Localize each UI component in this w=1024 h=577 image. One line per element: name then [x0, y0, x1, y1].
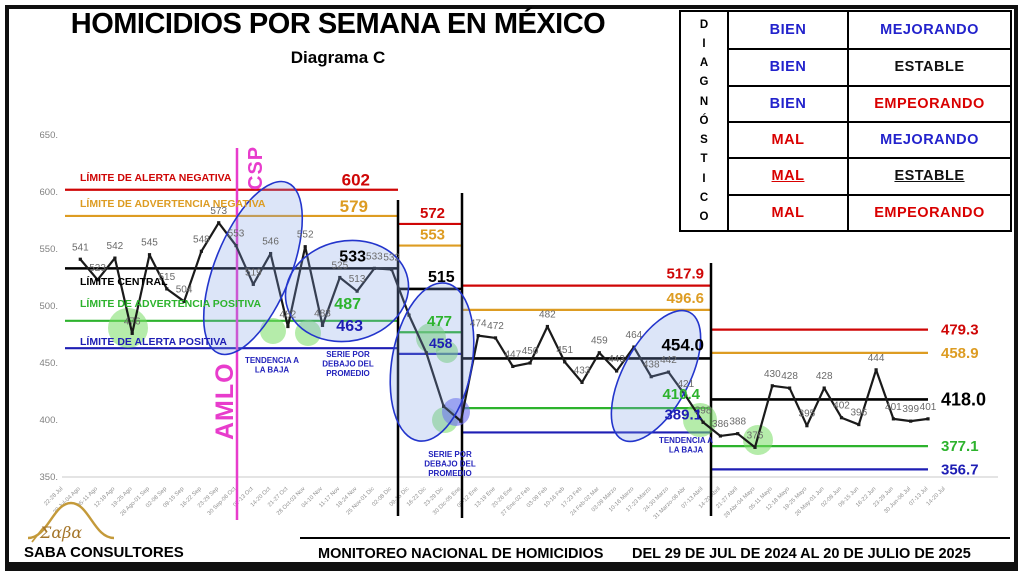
chart-subtitle: Diagrama C — [290, 48, 386, 67]
diagnostico-tendencia-6: EMPEORANDO — [847, 193, 1010, 230]
diagnostico-tendencia-2: ESTABLE — [847, 48, 1010, 85]
diagnostico-estado-6: MAL — [727, 193, 847, 230]
bell-curve-logo-icon: Σαβα — [27, 501, 115, 543]
diagnostico-estado-4: MAL — [727, 120, 847, 158]
svg-text:Σαβα: Σαβα — [39, 523, 82, 542]
diagnostico-estado-2: BIEN — [727, 48, 847, 85]
diagnostico-estado-5: MAL — [727, 157, 847, 194]
company-name: SABA CONSULTORES — [24, 544, 184, 561]
diagnostico-tendencia-5: ESTABLE — [847, 157, 1010, 194]
saba-logo: Σαβα — [24, 497, 120, 548]
diagnostico-estado-3: BIEN — [727, 84, 847, 121]
footer-divider — [300, 537, 1010, 539]
diagnostico-tendencia-1: MEJORANDO — [847, 12, 1010, 49]
footer-date-range: DEL 29 DE JUL DE 2024 AL 20 DE JULIO DE … — [632, 546, 971, 562]
diagnostico-tendencia-3: EMPEORANDO — [847, 84, 1010, 121]
diagnostic-table: D I A G N Ó S T I C O BIEN MEJORANDO BIEN ESTABLE BIEN E… — [679, 10, 1012, 232]
diagnostico-estado-1: BIEN — [727, 12, 847, 49]
report-frame — [5, 5, 1018, 571]
page-title: HOMICIDIOS POR SEMANA EN MÉXICO — [70, 8, 606, 40]
diagnostico-tendencia-4: MEJORANDO — [847, 120, 1010, 158]
footer-center-text: MONITOREO NACIONAL DE HOMICIDIOS — [318, 546, 604, 562]
